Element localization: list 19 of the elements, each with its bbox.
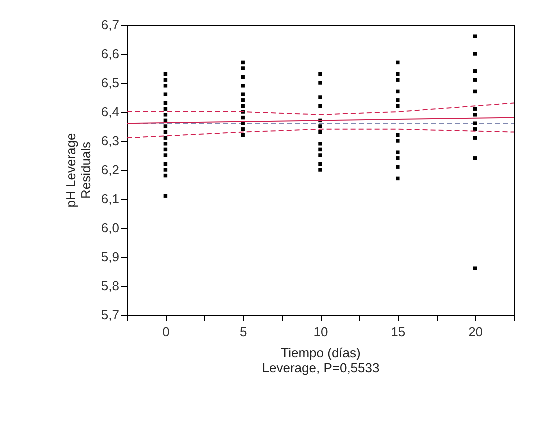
y-tick-label: 5,7 [101,308,120,322]
y-tick-label: 6,0 [101,220,120,236]
y-tick-label: 6,4 [101,104,120,120]
y-tick-label: 6,7 [101,18,120,32]
y-tick-label: 6,3 [101,134,120,148]
y-tick-label: 6,1 [101,192,120,206]
y-tick-label: 6,6 [101,46,120,62]
y-tick-label: 5,8 [101,278,120,294]
y-tick-label: 5,9 [101,250,120,264]
text: Leverage, P=0,5533 [262,360,380,376]
y-tick-label: 6,2 [101,162,120,178]
x-axis-title: Tiempo (días) [281,346,361,360]
x-tick-label: 15 [391,324,406,340]
y-tick-label: 6,5 [101,76,120,90]
x-tick-label: 0 [162,324,170,340]
x-tick-label: 20 [468,324,484,340]
x-tick-label: 10 [314,324,328,340]
x-tick-label: 5 [240,324,248,340]
y-axis-title: pH Leverage Residuals [63,133,94,208]
